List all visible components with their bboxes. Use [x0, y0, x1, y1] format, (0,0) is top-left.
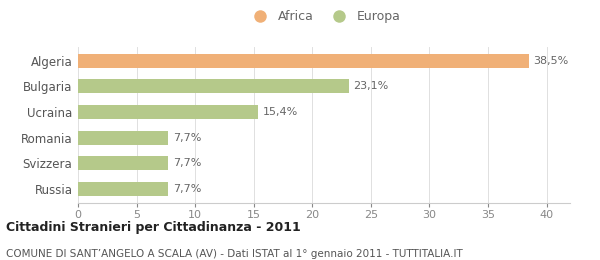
Text: 38,5%: 38,5%: [533, 56, 569, 66]
Bar: [78, 80, 349, 94]
Text: COMUNE DI SANT’ANGELO A SCALA (AV) - Dati ISTAT al 1° gennaio 2011 - TUTTITALIA.: COMUNE DI SANT’ANGELO A SCALA (AV) - Dat…: [6, 249, 463, 259]
Legend: Africa, Europa: Africa, Europa: [243, 5, 405, 28]
Text: Cittadini Stranieri per Cittadinanza - 2011: Cittadini Stranieri per Cittadinanza - 2…: [6, 222, 301, 235]
Bar: [78, 105, 259, 119]
Text: 7,7%: 7,7%: [173, 158, 201, 168]
Text: 15,4%: 15,4%: [263, 107, 298, 117]
Bar: [78, 182, 168, 196]
Bar: [78, 54, 529, 68]
Bar: [78, 131, 168, 145]
Text: 23,1%: 23,1%: [353, 81, 389, 92]
Text: 7,7%: 7,7%: [173, 184, 201, 194]
Bar: [78, 156, 168, 170]
Text: 7,7%: 7,7%: [173, 133, 201, 142]
